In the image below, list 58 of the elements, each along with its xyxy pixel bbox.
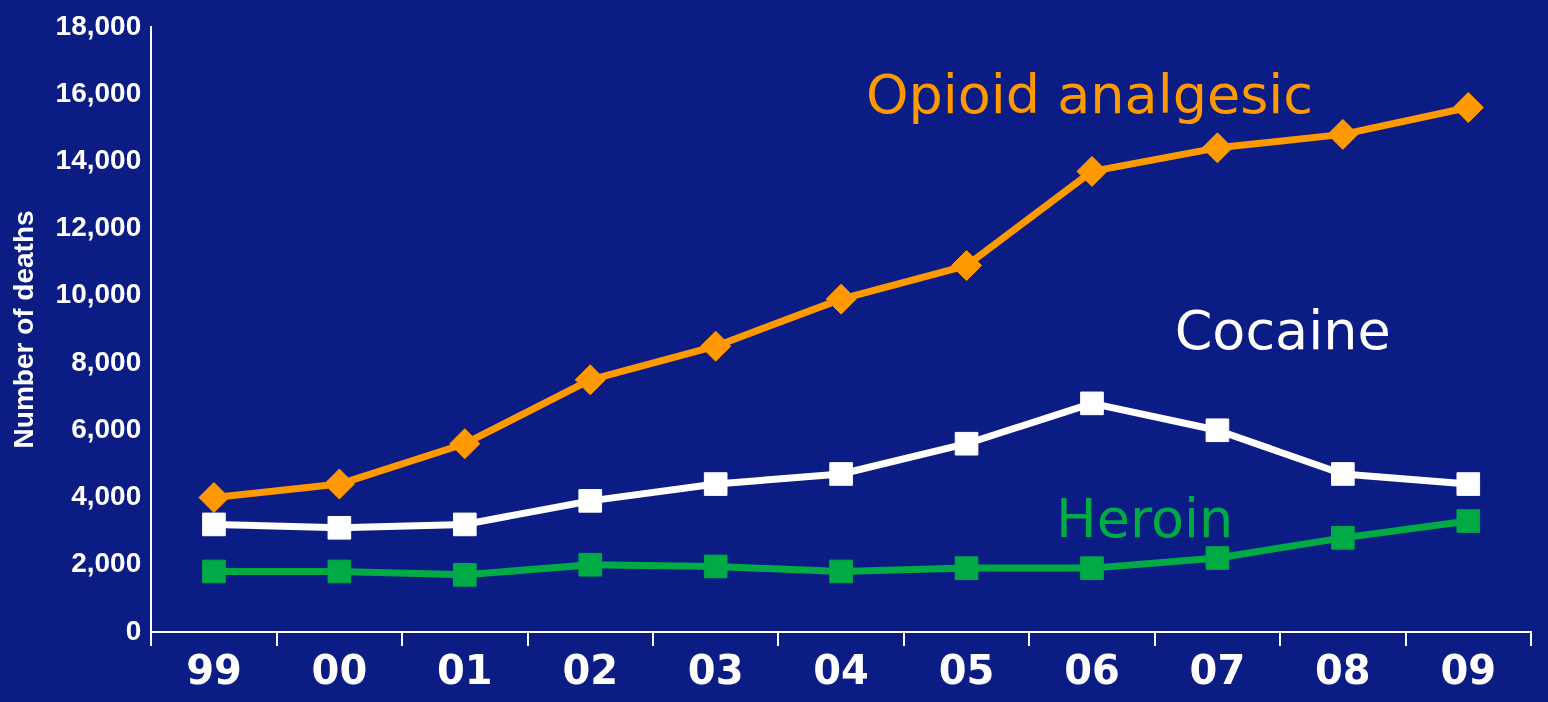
point xyxy=(327,559,352,584)
point xyxy=(453,563,477,587)
point xyxy=(703,554,728,579)
point xyxy=(1080,391,1104,416)
point xyxy=(703,472,728,496)
point xyxy=(1331,526,1355,550)
point xyxy=(449,428,481,460)
x-tick-label: 04 xyxy=(813,647,869,694)
point xyxy=(1205,418,1230,443)
point xyxy=(323,468,355,500)
series-label: Cocaine xyxy=(1174,299,1391,363)
point xyxy=(202,559,226,584)
y-tick-label: 10,000 xyxy=(55,278,142,310)
x-tick-label: 00 xyxy=(311,647,368,694)
point xyxy=(578,489,603,513)
point xyxy=(829,559,853,584)
point xyxy=(453,512,477,537)
point xyxy=(829,462,853,486)
point xyxy=(954,431,979,456)
point xyxy=(951,250,983,282)
point xyxy=(198,482,230,514)
point xyxy=(327,515,352,540)
point xyxy=(954,556,979,580)
point xyxy=(1205,546,1230,570)
series-label: Heroin xyxy=(1056,487,1234,551)
y-tick-label: 14,000 xyxy=(55,144,142,176)
point xyxy=(1331,462,1355,486)
point xyxy=(700,330,732,362)
y-tick-label: 16,000 xyxy=(55,76,142,108)
point xyxy=(1456,509,1481,533)
y-tick-label: 0 xyxy=(125,614,142,646)
x-tick-label: 99 xyxy=(186,647,242,694)
x-tick-label: 01 xyxy=(436,647,493,694)
point xyxy=(578,552,603,577)
point xyxy=(202,512,226,537)
point xyxy=(1080,556,1104,580)
x-tick-label: 05 xyxy=(938,647,995,694)
point xyxy=(1076,155,1108,187)
x-tick-label: 08 xyxy=(1315,647,1371,694)
y-axis-title: Number of deaths xyxy=(7,210,39,449)
y-tick-label: 12,000 xyxy=(55,211,142,243)
x-tick-label: 09 xyxy=(1440,647,1497,694)
x-tick-label: 06 xyxy=(1064,647,1120,694)
y-tick-label: 6,000 xyxy=(71,412,142,444)
x-tick-label: 02 xyxy=(562,647,619,694)
point xyxy=(1201,132,1233,164)
point xyxy=(1452,91,1484,123)
point xyxy=(1456,472,1481,496)
x-tick-label: 03 xyxy=(687,647,744,694)
y-tick-label: 2,000 xyxy=(71,547,142,579)
point xyxy=(1327,118,1359,150)
series-label: Opioid analgesic xyxy=(865,63,1313,127)
y-tick-label: 8,000 xyxy=(71,345,142,377)
y-tick-label: 4,000 xyxy=(71,480,142,512)
x-tick-label: 07 xyxy=(1189,647,1246,694)
y-tick-label: 18,000 xyxy=(55,9,142,41)
point xyxy=(825,283,857,315)
point xyxy=(574,364,606,396)
